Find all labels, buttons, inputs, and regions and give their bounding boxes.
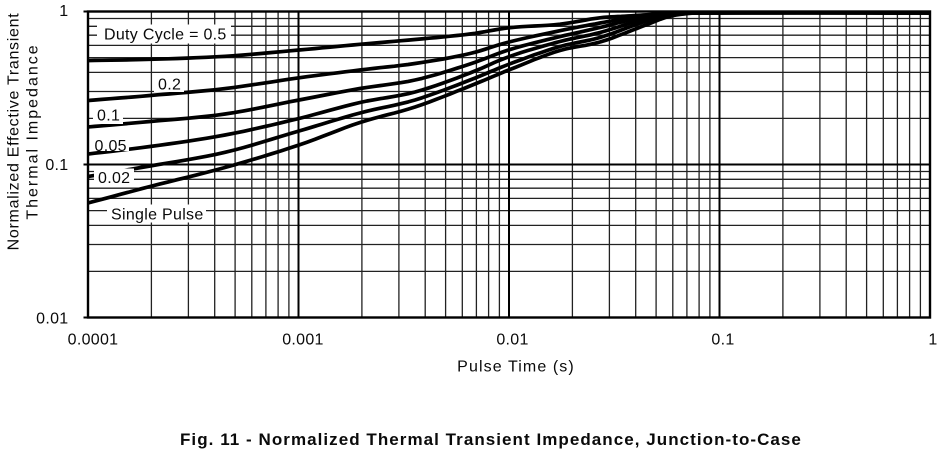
svg-text:1: 1 xyxy=(928,332,937,349)
svg-text:0.01: 0.01 xyxy=(496,332,528,349)
svg-text:0.0001: 0.0001 xyxy=(68,332,119,349)
svg-text:0.1: 0.1 xyxy=(45,157,68,174)
svg-text:Duty Cycle = 0.5: Duty Cycle = 0.5 xyxy=(104,27,227,44)
svg-text:Single Pulse: Single Pulse xyxy=(111,207,204,224)
svg-text:0.02: 0.02 xyxy=(98,170,130,187)
svg-text:1: 1 xyxy=(59,3,68,20)
svg-text:Normalized Effective Transient: Normalized Effective Transient xyxy=(6,13,23,251)
svg-text:Thermal Impedance: Thermal Impedance xyxy=(25,43,42,219)
svg-text:0.1: 0.1 xyxy=(711,332,734,349)
svg-text:0.1: 0.1 xyxy=(97,108,120,125)
svg-text:0.05: 0.05 xyxy=(95,138,127,155)
svg-text:0.01: 0.01 xyxy=(36,311,68,328)
svg-text:0.2: 0.2 xyxy=(158,77,181,94)
svg-text:Pulse Time (s): Pulse Time (s) xyxy=(457,359,575,376)
svg-text:0.001: 0.001 xyxy=(282,332,324,349)
svg-text:Fig. 11 - Normalized Thermal T: Fig. 11 - Normalized Thermal Transient I… xyxy=(180,430,802,449)
